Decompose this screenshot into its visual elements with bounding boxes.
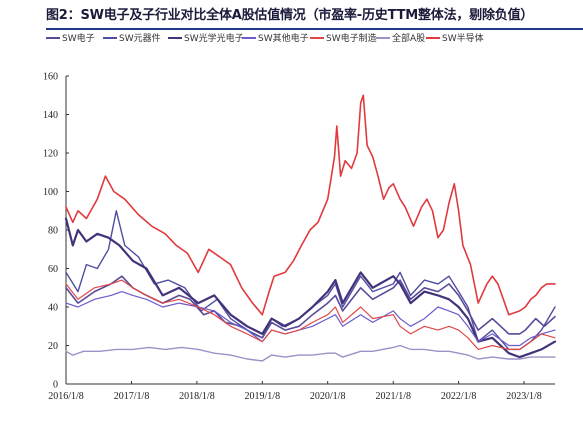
- series-lines: [64, 94, 557, 362]
- legend-label-4: SW其他电子: [258, 32, 309, 44]
- series-line-1: [65, 275, 556, 339]
- y-tick-label: 120: [43, 149, 58, 160]
- legend-label-3: SW光学光电子: [184, 32, 244, 44]
- series-line-3: [64, 217, 557, 359]
- series-line-7: [65, 94, 556, 316]
- series-line-6: [65, 344, 556, 362]
- series-line-2: [65, 210, 556, 351]
- x-tick-label: 2021/1/8: [375, 391, 411, 402]
- y-tick-label: 40: [48, 303, 58, 314]
- legend: SW电子 SW元器件 SW光学光电子 SW其他电子 SW电子制造 全部A股 SW半导体: [46, 32, 484, 44]
- y-tick-label: 60: [48, 264, 58, 275]
- x-tick-label: 2019/1/8: [245, 391, 281, 402]
- x-tick-label: 2016/1/8: [48, 391, 84, 402]
- chart-axes: 0 20 40 60 80 100 120 140 160 2016/1/8 2017/1/8 201…: [43, 72, 555, 402]
- x-tick-label: 2018/1/8: [179, 391, 215, 402]
- legend-label-2: SW元器件: [119, 32, 161, 44]
- x-tick-label: 2017/1/8: [114, 391, 150, 402]
- title-rule: [46, 28, 583, 30]
- legend-label-7: SW半导体: [442, 32, 484, 44]
- y-tick-label: 140: [43, 110, 58, 121]
- x-tick-label: 2022/1/8: [441, 391, 477, 402]
- y-tick-label: 80: [48, 226, 58, 237]
- legend-label-5: SW电子制造: [326, 32, 377, 44]
- y-tick-label: 160: [43, 72, 58, 83]
- y-tick-label: 0: [53, 380, 58, 391]
- series-line-5: [65, 279, 556, 350]
- x-tick-label: 2020/1/8: [310, 391, 346, 402]
- y-tick-label: 20: [48, 341, 58, 352]
- series-line-4: [65, 291, 556, 347]
- y-tick-label: 100: [43, 187, 58, 198]
- figure-title: 图2：SW电子及子行业对比全体A股估值情况（市盈率-历史TTM整体法，剔除负值）: [46, 8, 534, 23]
- legend-label-1: SW电子: [62, 32, 95, 44]
- legend-label-6: 全部A股: [392, 32, 425, 44]
- x-tick-label: 2023/1/8: [506, 391, 542, 402]
